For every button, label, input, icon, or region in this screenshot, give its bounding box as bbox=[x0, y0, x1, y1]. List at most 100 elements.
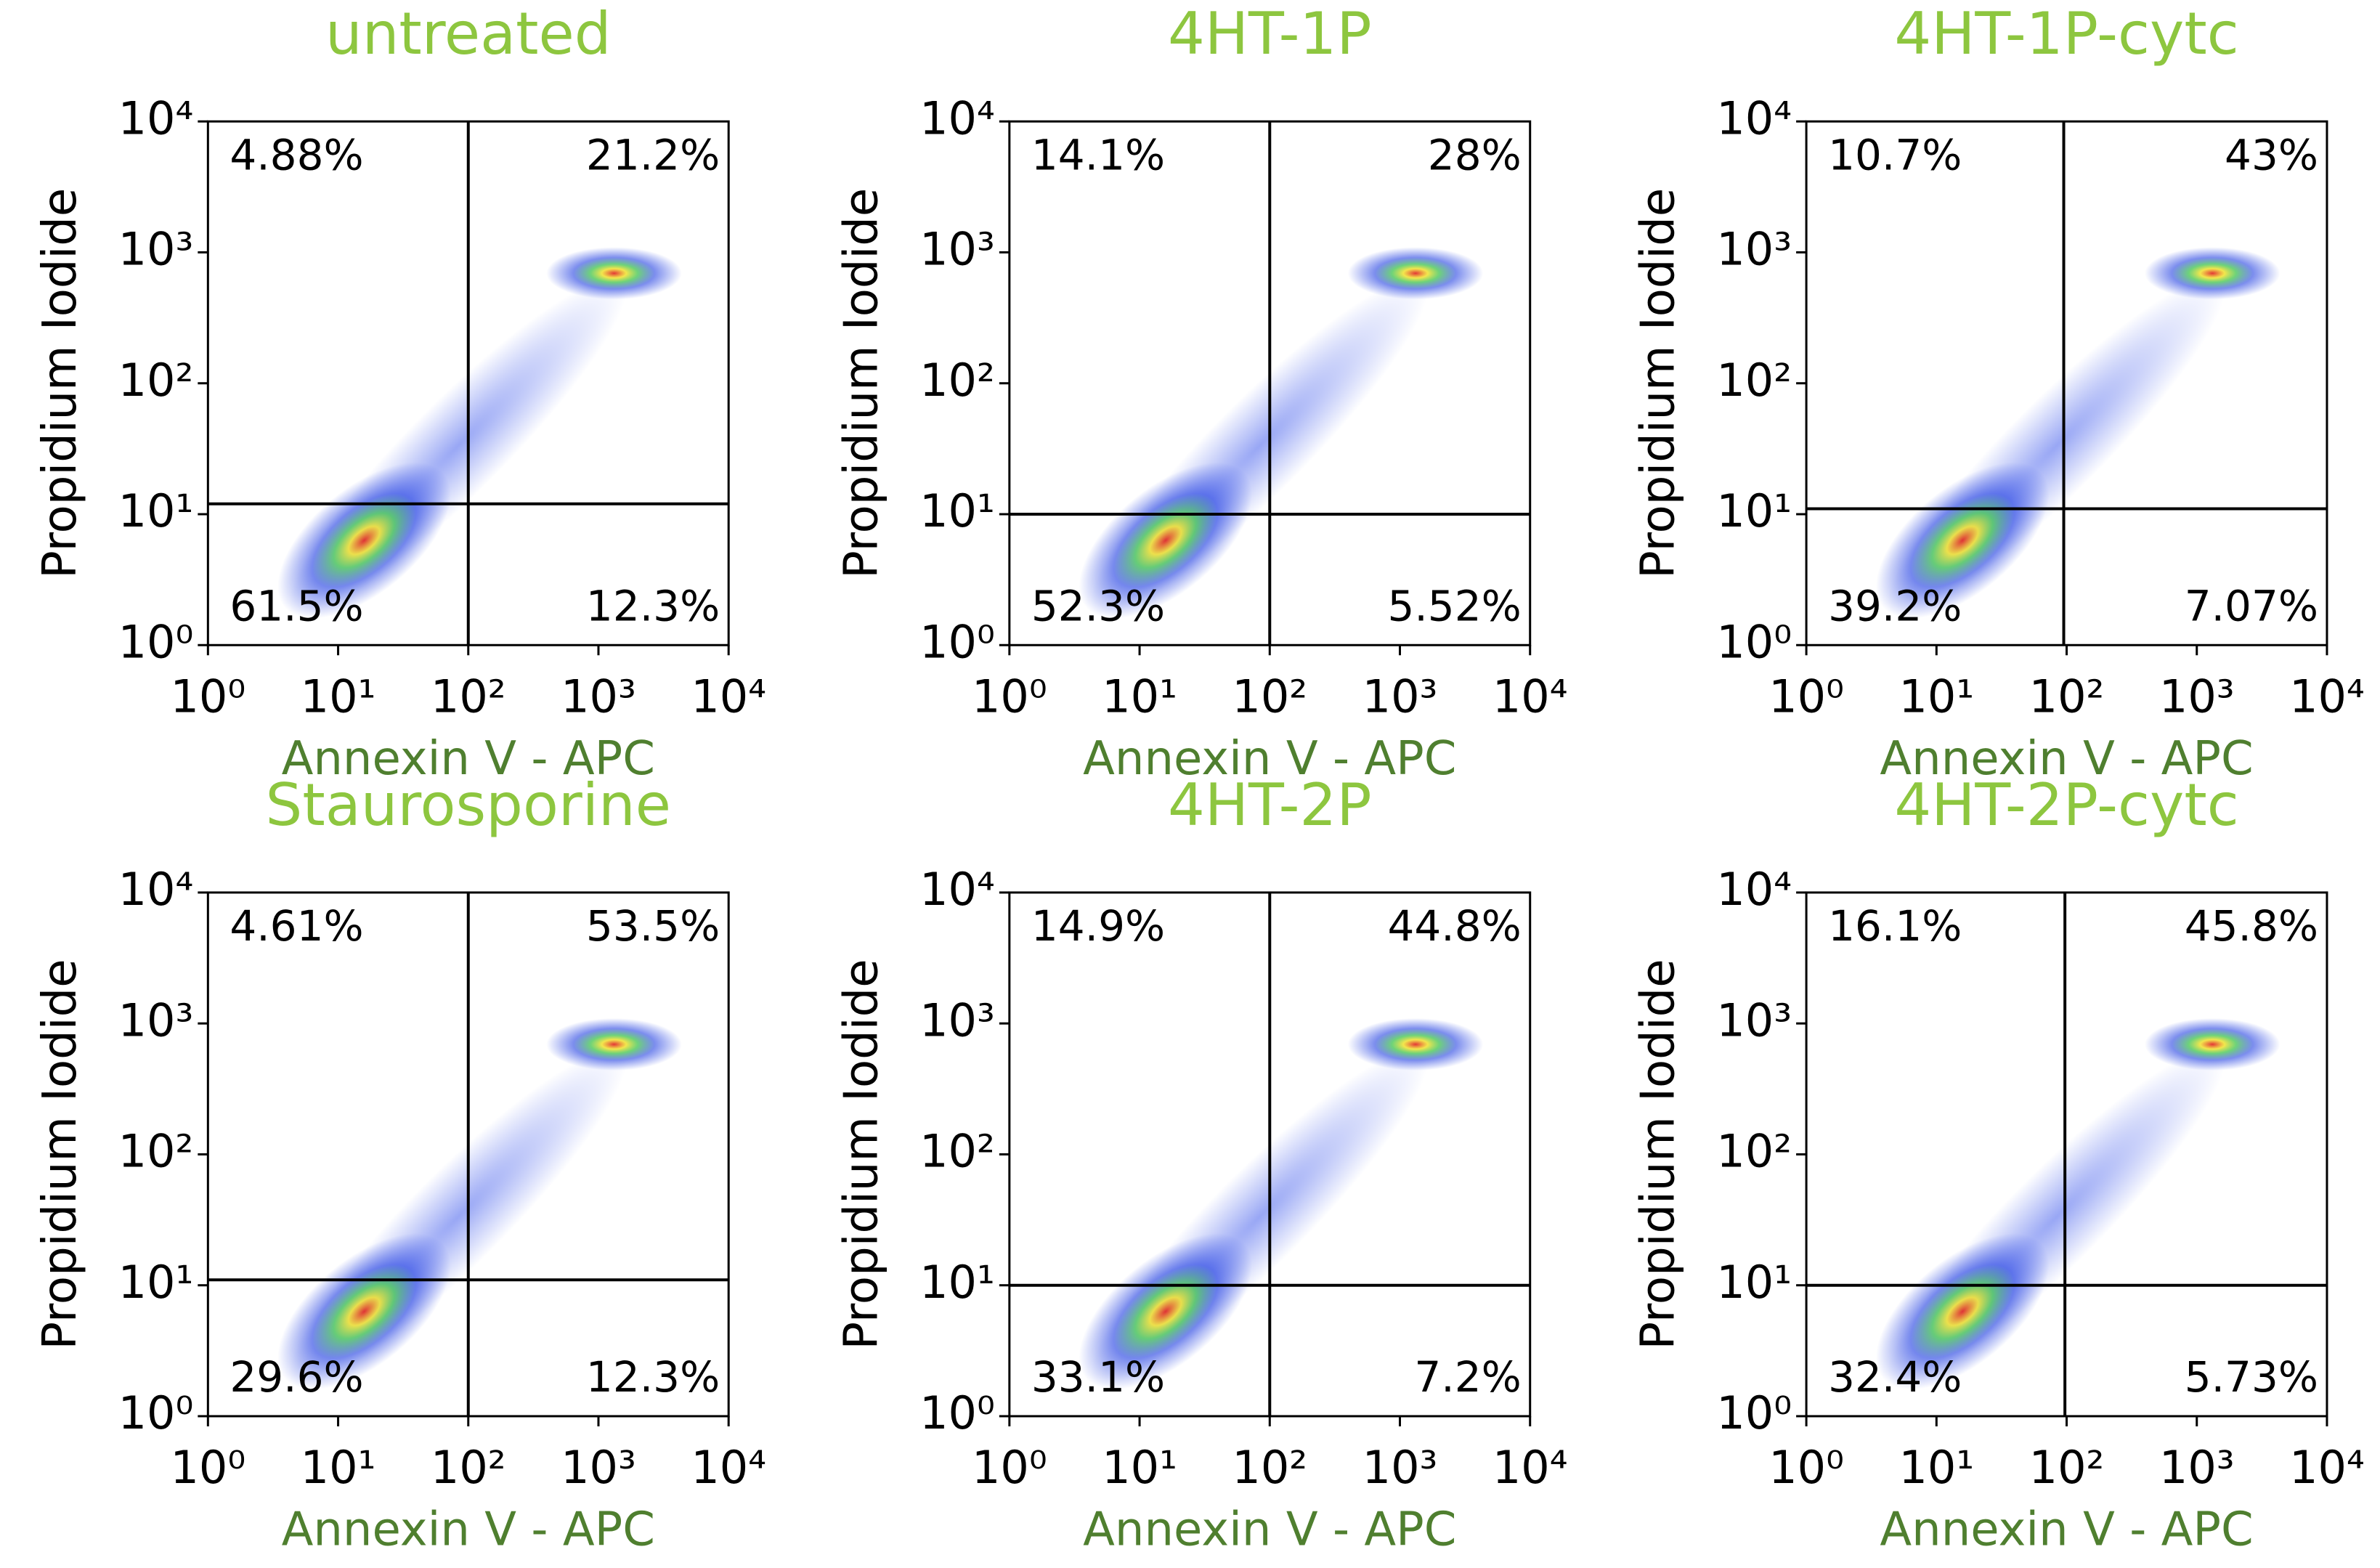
y-tick-label: 10⁰ bbox=[919, 1386, 995, 1439]
x-tick-label: 10² bbox=[431, 1441, 506, 1494]
quadrant-label: 28% bbox=[1428, 130, 1522, 179]
population-pi-high bbox=[2145, 247, 2281, 300]
x-axis-label: Annexin V - APC bbox=[282, 1503, 655, 1557]
panel-title: 4HT-2P-cytc bbox=[1894, 771, 2238, 839]
x-tick-label: 10² bbox=[431, 670, 506, 723]
quadrant-label: 44.8% bbox=[1387, 901, 1521, 951]
x-tick-label: 10⁴ bbox=[691, 670, 766, 723]
y-tick-label: 10² bbox=[919, 354, 995, 407]
y-tick-label: 10³ bbox=[919, 994, 995, 1047]
x-tick-label: 10⁰ bbox=[170, 1441, 245, 1494]
y-tick-label: 10³ bbox=[118, 223, 194, 276]
y-tick-label: 10¹ bbox=[118, 484, 194, 537]
x-tick-label: 10⁰ bbox=[170, 670, 245, 723]
y-tick-label: 10⁰ bbox=[919, 615, 995, 668]
y-tick-label: 10⁰ bbox=[1716, 615, 1792, 668]
y-tick-label: 10³ bbox=[919, 223, 995, 276]
panel-title: 4HT-1P bbox=[1168, 0, 1372, 68]
x-tick-label: 10³ bbox=[561, 1441, 636, 1494]
panel-title: 4HT-2P bbox=[1168, 771, 1372, 839]
y-tick-label: 10⁴ bbox=[1716, 863, 1792, 916]
x-tick-label: 10² bbox=[2029, 670, 2105, 723]
x-axis-label: Annexin V - APC bbox=[1880, 1503, 2253, 1557]
y-tick-label: 10² bbox=[1716, 354, 1792, 407]
y-tick-label: 10³ bbox=[118, 994, 194, 1047]
x-tick-label: 10⁰ bbox=[972, 670, 1047, 723]
panel: 10⁰ 10¹ 10² 10³ 10⁴ 10⁰ 10¹ 10² 10³ 10⁴ 4.88% 21.2%… bbox=[33, 0, 766, 786]
quadrant-label: 33.1% bbox=[1031, 1352, 1165, 1402]
population-core bbox=[1875, 462, 2050, 619]
y-tick-label: 10⁴ bbox=[919, 92, 995, 145]
y-tick-label: 10⁴ bbox=[118, 863, 194, 916]
y-axis-label: Propidium Iodide bbox=[33, 959, 87, 1349]
quadrant-label: 61.5% bbox=[230, 581, 363, 630]
x-tick-label: 10³ bbox=[1362, 1441, 1438, 1494]
x-tick-label: 10¹ bbox=[301, 670, 376, 723]
y-tick-label: 10⁰ bbox=[118, 1386, 194, 1439]
y-tick-label: 10⁰ bbox=[1716, 1386, 1792, 1439]
population-pi-high bbox=[546, 1017, 682, 1071]
panel: 10⁰ 10¹ 10² 10³ 10⁴ 10⁰ 10¹ 10² 10³ 10⁴ 10.7% 43% 39… bbox=[1632, 0, 2365, 786]
x-tick-label: 10⁴ bbox=[1492, 670, 1568, 723]
quadrant-label: 45.8% bbox=[2185, 901, 2318, 951]
population-pi-high bbox=[2145, 1017, 2281, 1071]
quadrant-label: 14.9% bbox=[1031, 901, 1165, 951]
y-tick-label: 10⁴ bbox=[919, 863, 995, 916]
quadrant-label: 29.6% bbox=[230, 1352, 363, 1402]
y-tick-label: 10¹ bbox=[1716, 1256, 1792, 1309]
quadrant-label: 16.1% bbox=[1828, 901, 1962, 951]
population-pi-high bbox=[546, 247, 682, 300]
population-core bbox=[277, 1233, 451, 1390]
x-tick-label: 10¹ bbox=[301, 1441, 376, 1494]
quadrant-label: 52.3% bbox=[1031, 581, 1165, 630]
x-axis-label: Annexin V - APC bbox=[1880, 732, 2253, 786]
y-tick-label: 10⁴ bbox=[118, 92, 194, 145]
y-tick-label: 10¹ bbox=[919, 1256, 995, 1309]
quadrant-label: 53.5% bbox=[586, 901, 720, 951]
y-axis-label: Propidium Iodide bbox=[1632, 959, 1686, 1349]
panel: 10⁰ 10¹ 10² 10³ 10⁴ 10⁰ 10¹ 10² 10³ 10⁴ 14.1% 28% 52… bbox=[834, 0, 1567, 786]
x-tick-label: 10³ bbox=[2159, 670, 2235, 723]
quadrant-label: 12.3% bbox=[586, 581, 720, 630]
x-tick-label: 10⁰ bbox=[1768, 1441, 1844, 1494]
x-tick-label: 10⁰ bbox=[972, 1441, 1047, 1494]
x-tick-label: 10³ bbox=[1362, 670, 1438, 723]
x-tick-label: 10¹ bbox=[1898, 1441, 1974, 1494]
x-tick-label: 10⁴ bbox=[691, 1441, 766, 1494]
x-axis-label: Annexin V - APC bbox=[1083, 732, 1456, 786]
x-tick-label: 10² bbox=[1232, 670, 1307, 723]
quadrant-label: 5.73% bbox=[2185, 1352, 2318, 1402]
quadrant-label: 14.1% bbox=[1031, 130, 1165, 179]
panel: 10⁰ 10¹ 10² 10³ 10⁴ 10⁰ 10¹ 10² 10³ 10⁴ 4.61% 53.5%… bbox=[33, 771, 766, 1557]
y-axis-label: Propidium Iodide bbox=[33, 188, 87, 579]
quadrant-label: 39.2% bbox=[1828, 581, 1962, 630]
quadrant-label: 4.88% bbox=[230, 130, 363, 179]
x-axis-label: Annexin V - APC bbox=[282, 732, 655, 786]
y-axis-label: Propidium Iodide bbox=[834, 188, 888, 579]
quadrant-label: 12.3% bbox=[586, 1352, 720, 1402]
population-pi-high bbox=[1347, 247, 1484, 300]
x-tick-label: 10¹ bbox=[1102, 1441, 1177, 1494]
quadrant-label: 32.4% bbox=[1828, 1352, 1962, 1402]
x-tick-label: 10¹ bbox=[1102, 670, 1177, 723]
x-tick-label: 10³ bbox=[2159, 1441, 2235, 1494]
x-tick-label: 10² bbox=[1232, 1441, 1307, 1494]
panel-title: 4HT-1P-cytc bbox=[1894, 0, 2238, 68]
quadrant-label: 5.52% bbox=[1387, 581, 1521, 630]
panel: 10⁰ 10¹ 10² 10³ 10⁴ 10⁰ 10¹ 10² 10³ 10⁴ 14.9% 44.8%… bbox=[834, 771, 1567, 1557]
quadrant-label: 4.61% bbox=[230, 901, 363, 951]
y-tick-label: 10¹ bbox=[919, 484, 995, 537]
population-core bbox=[1875, 1233, 2050, 1390]
y-tick-label: 10² bbox=[1716, 1125, 1792, 1178]
y-tick-label: 10² bbox=[118, 1125, 194, 1178]
x-axis-label: Annexin V - APC bbox=[1083, 1503, 1456, 1557]
quadrant-label: 21.2% bbox=[586, 130, 720, 179]
x-tick-label: 10¹ bbox=[1898, 670, 1974, 723]
y-tick-label: 10² bbox=[118, 354, 194, 407]
population-core bbox=[1079, 1233, 1253, 1390]
x-tick-label: 10³ bbox=[561, 670, 636, 723]
y-axis-label: Propidium Iodide bbox=[1632, 188, 1686, 579]
panel-title: Staurosporine bbox=[266, 771, 671, 839]
y-tick-label: 10⁰ bbox=[118, 615, 194, 668]
